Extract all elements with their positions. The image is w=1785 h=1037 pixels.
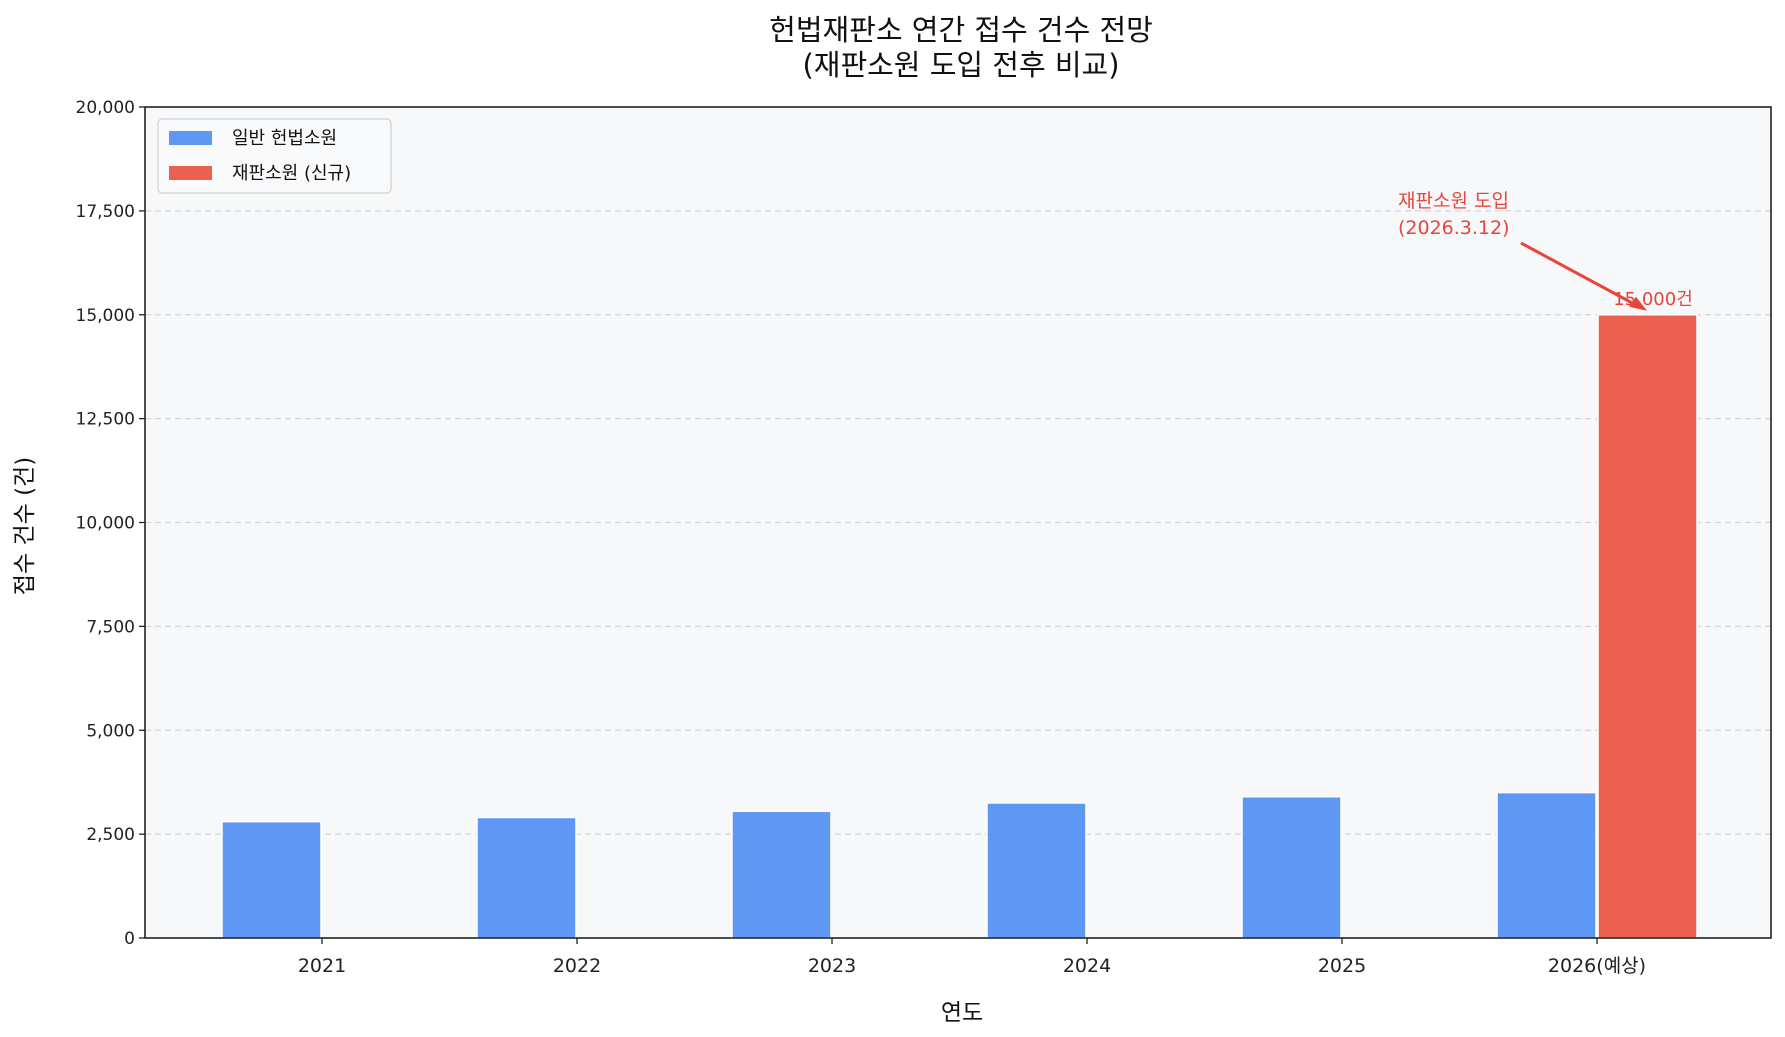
bar-general <box>476 816 577 939</box>
x-tick-label: 2022 <box>553 955 601 977</box>
x-tick-label: 2021 <box>298 955 346 977</box>
annotation-arrow <box>1520 241 1642 310</box>
x-tick-label: 2025 <box>1318 955 1366 977</box>
title-line: (재판소원 도입 전후 비교) <box>802 48 1119 82</box>
y-tick-label: 15,000 <box>76 306 135 326</box>
y-tick-label: 12,500 <box>76 410 135 430</box>
legend-label: 일반 헌법소원 <box>232 128 337 149</box>
bar-general <box>221 820 322 939</box>
bar-general <box>731 810 832 939</box>
x-tick-label: 2023 <box>808 955 856 977</box>
y-tick-label: 5,000 <box>86 721 135 741</box>
y-axis: 0 2,500 5,000 7,500 10,000 12,500 15,000 17,500… <box>76 98 145 949</box>
y-tick-label: 7,500 <box>86 617 135 637</box>
legend-label: 재판소원 (신규) <box>232 163 351 184</box>
legend-swatch <box>169 131 212 145</box>
y-axis-label: 접수 건수 (건) <box>12 457 38 595</box>
legend-swatch <box>169 166 212 180</box>
x-axis: 2021 2022 2023 2024 2025 2026(예상) <box>298 938 1646 977</box>
y-tick-label: 2,500 <box>86 825 135 845</box>
arrow-head-icon <box>1629 296 1647 311</box>
bar-general <box>1496 791 1597 939</box>
y-tick-label: 17,500 <box>76 202 135 222</box>
y-tick-label: 0 <box>124 929 135 949</box>
y-tick-label: 20,000 <box>76 98 135 118</box>
y-tick-label: 10,000 <box>76 514 135 534</box>
bar-general <box>986 802 1087 939</box>
annotation-text: (2026.3.12) <box>1398 217 1510 239</box>
value-label: 15,000건 <box>1613 289 1693 310</box>
x-axis-label: 연도 <box>941 1000 983 1026</box>
x-tick-label: 2026(예상) <box>1548 955 1646 977</box>
gridlines <box>145 210 1771 835</box>
annotations: 재판소원 도입 (2026.3.12) 15,000건 <box>1398 190 1693 311</box>
title-line: 헌법재판소 연간 접수 건수 전망 <box>769 13 1153 47</box>
bar-new <box>1597 314 1698 939</box>
x-tick-label: 2024 <box>1063 955 1111 977</box>
legend-box <box>157 118 392 194</box>
chart-title: 헌법재판소 연간 접수 건수 전망(재판소원 도입 전후 비교) <box>769 13 1153 82</box>
annotation-text: 재판소원 도입 <box>1398 190 1509 212</box>
bar-general <box>1241 795 1342 939</box>
